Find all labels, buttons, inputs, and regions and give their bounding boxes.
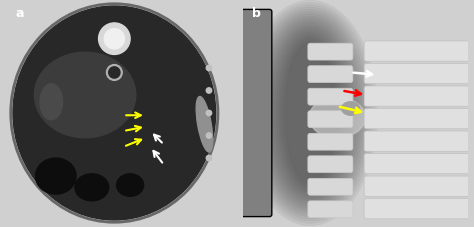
Ellipse shape — [247, 6, 373, 221]
Circle shape — [206, 88, 211, 94]
Ellipse shape — [117, 174, 144, 196]
Ellipse shape — [283, 42, 337, 185]
FancyBboxPatch shape — [364, 131, 470, 152]
Ellipse shape — [309, 98, 365, 138]
Ellipse shape — [36, 158, 76, 194]
Ellipse shape — [279, 37, 342, 190]
Text: b: b — [252, 7, 260, 20]
FancyBboxPatch shape — [308, 89, 353, 106]
Ellipse shape — [272, 31, 348, 196]
Ellipse shape — [265, 24, 355, 203]
Ellipse shape — [75, 174, 109, 201]
FancyBboxPatch shape — [364, 64, 470, 84]
Ellipse shape — [252, 10, 369, 217]
FancyBboxPatch shape — [364, 176, 470, 196]
Ellipse shape — [276, 35, 344, 192]
Ellipse shape — [254, 12, 366, 215]
Ellipse shape — [99, 24, 130, 55]
FancyBboxPatch shape — [308, 178, 353, 195]
FancyBboxPatch shape — [364, 86, 470, 107]
Ellipse shape — [35, 53, 136, 138]
FancyBboxPatch shape — [308, 111, 353, 128]
FancyBboxPatch shape — [364, 154, 470, 174]
Ellipse shape — [256, 15, 364, 212]
Circle shape — [206, 66, 211, 71]
FancyBboxPatch shape — [364, 109, 470, 129]
FancyBboxPatch shape — [364, 199, 470, 219]
FancyBboxPatch shape — [364, 42, 470, 62]
Ellipse shape — [261, 19, 360, 208]
Circle shape — [206, 156, 211, 161]
FancyBboxPatch shape — [308, 134, 353, 151]
Ellipse shape — [274, 33, 346, 194]
Ellipse shape — [267, 26, 353, 201]
Circle shape — [107, 65, 122, 81]
Ellipse shape — [245, 4, 375, 223]
FancyBboxPatch shape — [308, 44, 353, 61]
Circle shape — [109, 67, 120, 79]
Ellipse shape — [249, 8, 371, 219]
Circle shape — [206, 111, 211, 116]
Ellipse shape — [281, 39, 339, 188]
FancyBboxPatch shape — [240, 10, 272, 217]
Ellipse shape — [13, 7, 216, 220]
FancyBboxPatch shape — [308, 67, 353, 83]
FancyBboxPatch shape — [308, 156, 353, 173]
Circle shape — [206, 133, 211, 139]
Ellipse shape — [285, 44, 335, 183]
Text: a: a — [15, 7, 24, 20]
Ellipse shape — [40, 84, 63, 120]
Ellipse shape — [270, 28, 351, 199]
Ellipse shape — [263, 22, 357, 205]
Ellipse shape — [342, 102, 360, 116]
Ellipse shape — [258, 17, 362, 210]
Ellipse shape — [243, 1, 378, 226]
Ellipse shape — [196, 97, 213, 152]
FancyBboxPatch shape — [308, 201, 353, 218]
Ellipse shape — [104, 30, 125, 49]
